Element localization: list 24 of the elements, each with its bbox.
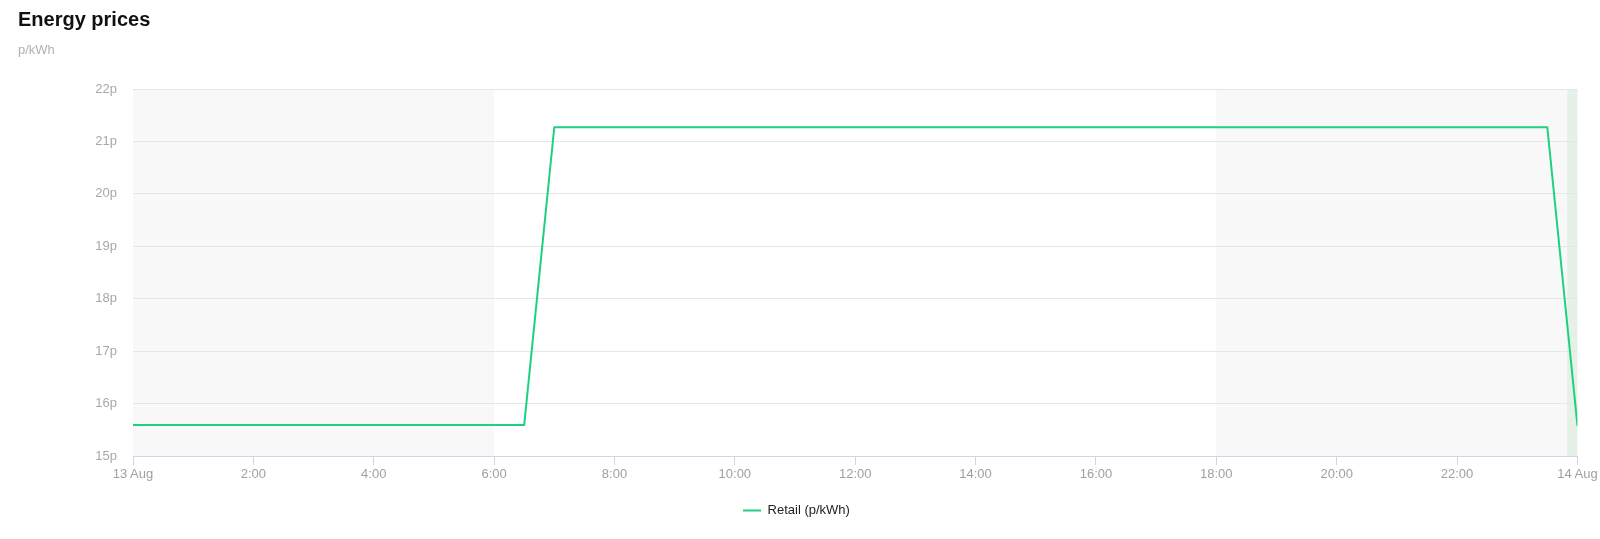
x-tick-label: 13 Aug <box>112 466 154 482</box>
x-tick-label: 20:00 <box>1320 466 1353 482</box>
y-tick-label: 18p <box>95 290 117 306</box>
x-tick-label: 8:00 <box>601 466 628 482</box>
y-tick-label: 17p <box>95 342 117 358</box>
y-tick-label: 19p <box>95 237 117 253</box>
x-tick-label: 16:00 <box>1079 466 1113 482</box>
y-tick-label: 22p <box>95 80 117 96</box>
x-tick-label: 6:00 <box>481 466 507 482</box>
x-tick-label: 14 Aug <box>1557 466 1598 482</box>
x-tick-label: 10:00 <box>718 466 752 482</box>
x-tick-label: 18:00 <box>1200 466 1233 482</box>
y-tick-label: 16p <box>95 395 117 411</box>
chart-title: Energy prices <box>18 8 151 30</box>
y-axis-title: p/kWh <box>18 42 55 57</box>
x-tick-label: 2:00 <box>240 466 267 482</box>
x-tick-label: 12:00 <box>838 466 872 482</box>
y-tick-label: 21p <box>95 133 117 149</box>
x-tick-label: 4:00 <box>361 466 387 482</box>
x-tick-label: 14:00 <box>959 466 992 482</box>
y-tick-label: 15p <box>95 447 117 463</box>
y-tick-label: 20p <box>95 185 117 201</box>
legend-label: Retail (p/kWh) <box>767 502 850 518</box>
x-tick-label: 22:00 <box>1440 466 1474 482</box>
